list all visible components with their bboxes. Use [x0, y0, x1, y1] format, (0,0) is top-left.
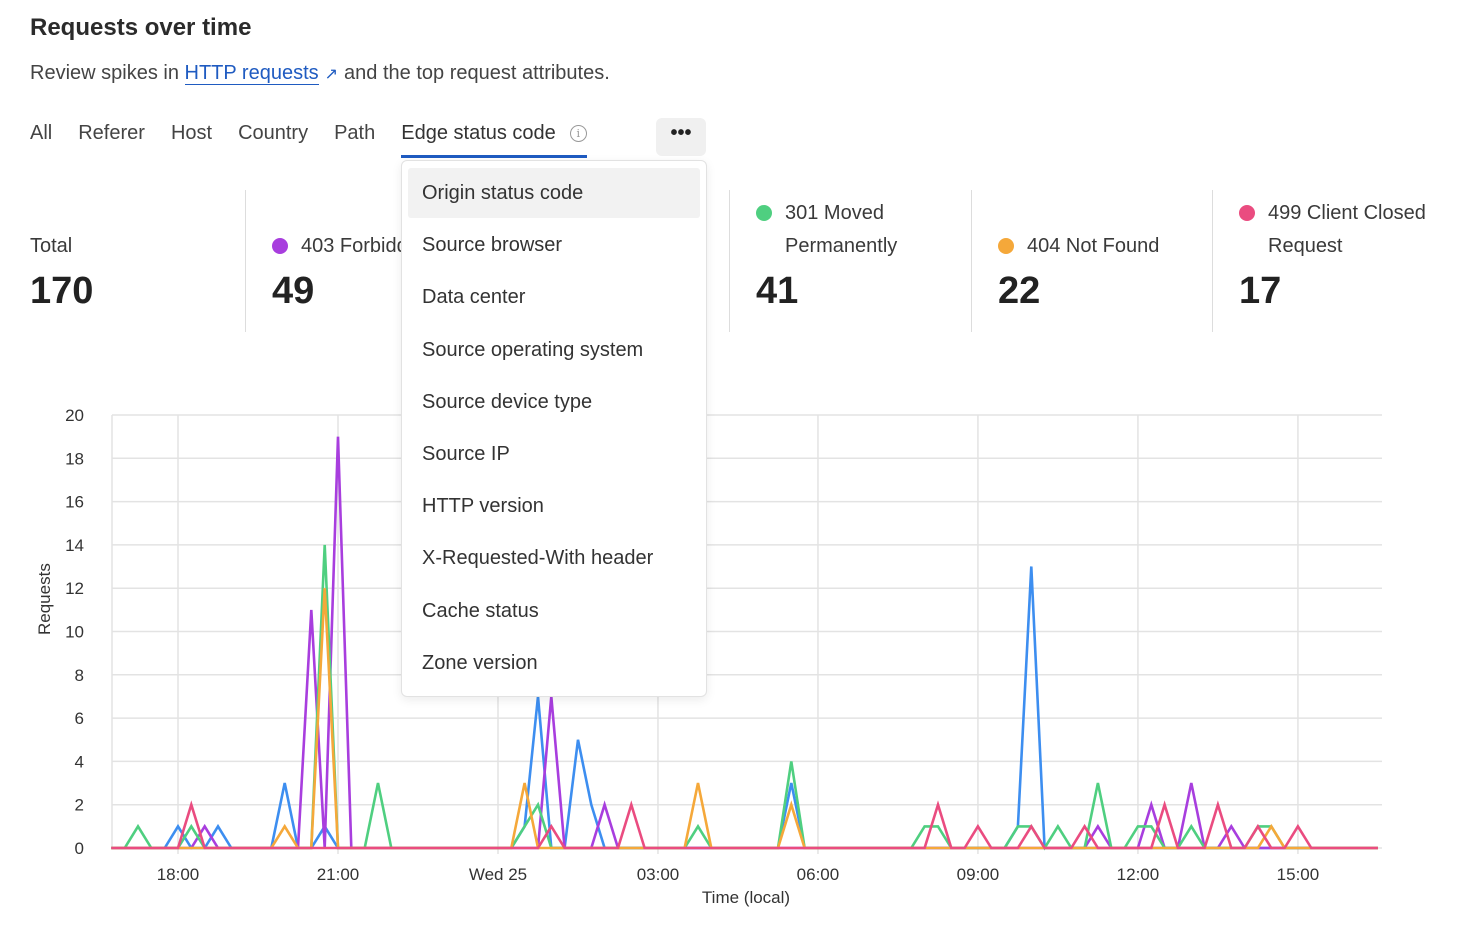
tab-referer[interactable]: Referer: [78, 122, 145, 144]
stat-value: 17: [1239, 270, 1282, 312]
menu-item[interactable]: Cache status: [422, 599, 539, 622]
x-axis-title: Time (local): [701, 888, 791, 907]
menu-item[interactable]: X-Requested-With header: [422, 547, 654, 570]
stat-card[interactable]: 499 Client Closed Request 17: [1212, 190, 1453, 332]
stat-label: Total: [30, 230, 235, 263]
stat-label: 404 Not Found: [998, 230, 1217, 263]
section-title: Requests over time: [30, 14, 252, 41]
stat-label-text: 499 Client Closed Request: [1268, 202, 1426, 257]
menu-item[interactable]: HTTP version: [422, 495, 544, 518]
y-tick-label: 4: [75, 752, 84, 771]
legend-dot-icon: [272, 238, 288, 254]
menu-item[interactable]: Origin status code: [408, 168, 700, 218]
stat-value: 170: [30, 270, 94, 312]
stat-label-text: Total: [30, 235, 73, 257]
x-tick-label: 09:00: [957, 865, 1000, 884]
tab-host[interactable]: Host: [170, 122, 213, 144]
stat-label-text: 404 Not Found: [1027, 235, 1160, 257]
legend-dot-icon: [1239, 205, 1255, 221]
tab-edge-status-code[interactable]: Edge status code i: [401, 118, 587, 158]
series-line: [111, 800, 1378, 850]
stat-value: 41: [756, 270, 799, 312]
y-tick-label: 18: [65, 449, 84, 468]
x-tick-label: 06:00: [797, 865, 840, 884]
legend-dot-icon: [998, 238, 1014, 254]
more-tabs-button[interactable]: •••: [656, 118, 706, 156]
y-tick-label: 2: [75, 796, 84, 815]
y-tick-label: 12: [65, 579, 84, 598]
stat-value: 49: [272, 270, 315, 312]
legend-dot-icon: [756, 205, 772, 221]
info-icon[interactable]: i: [569, 125, 587, 142]
x-tick-label: 15:00: [1277, 865, 1320, 884]
stat-label: 499 Client Closed Request: [1239, 197, 1458, 263]
stat-card[interactable]: 301 Moved Permanently 41: [729, 190, 970, 332]
y-tick-label: 20: [65, 406, 84, 425]
stat-label: 403 Forbidden: [272, 230, 491, 263]
section-subtitle: Review spikes in HTTP requests ↗ and the t…: [30, 62, 610, 85]
menu-item[interactable]: Zone version: [422, 651, 538, 674]
stat-label-text: 301 Moved Permanently: [785, 202, 898, 257]
tab-country[interactable]: Country: [238, 122, 309, 144]
series-line: [111, 436, 1378, 850]
stat-label-text: 403 Forbidden: [301, 235, 430, 257]
http-requests-link[interactable]: HTTP requests: [184, 62, 319, 85]
y-axis-title: Requests: [35, 563, 54, 635]
y-tick-label: 16: [65, 493, 84, 512]
tab-label: Edge status code: [401, 122, 556, 144]
tab-all[interactable]: All: [30, 122, 53, 144]
stat-card[interactable]: Total 170: [4, 190, 244, 332]
y-tick-label: 8: [75, 666, 84, 685]
menu-item[interactable]: Source IP: [422, 443, 510, 465]
more-tabs-dropdown: Origin status code Source browser Data cen…: [401, 160, 707, 697]
stat-label: 301 Moved Permanently: [756, 197, 975, 263]
external-link-icon: ↗: [324, 66, 339, 83]
x-tick-label: 12:00: [1117, 865, 1160, 884]
tab-bar: All Referer Host Country Path Edge statu…: [30, 118, 613, 158]
menu-item[interactable]: Data center: [422, 286, 526, 309]
y-tick-label: 0: [75, 839, 84, 858]
stat-value: 22: [998, 270, 1041, 312]
x-tick-label: 03:00: [637, 865, 680, 884]
tab-path[interactable]: Path: [334, 122, 376, 144]
stat-card[interactable]: 403 Forbidden 49: [245, 190, 486, 332]
x-tick-label: 18:00: [157, 865, 200, 884]
subtitle-text-end: and the top request attributes.: [344, 62, 610, 84]
y-tick-label: 6: [75, 709, 84, 728]
y-tick-label: 14: [65, 536, 84, 555]
x-tick-label: Wed 25: [469, 865, 527, 884]
x-tick-label: 21:00: [317, 865, 360, 884]
subtitle-text: Review spikes in: [30, 62, 179, 84]
menu-item[interactable]: Source device type: [422, 390, 593, 413]
y-tick-label: 10: [65, 623, 84, 642]
stat-card[interactable]: 404 Not Found 22: [971, 190, 1212, 332]
menu-item[interactable]: Source operating system: [422, 338, 644, 361]
menu-item[interactable]: Source browser: [422, 234, 563, 257]
